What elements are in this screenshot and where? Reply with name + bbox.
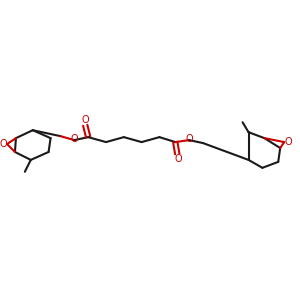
Text: O: O — [70, 134, 78, 144]
Text: O: O — [174, 154, 182, 164]
Text: O: O — [185, 134, 193, 144]
Text: O: O — [284, 137, 292, 147]
Text: O: O — [81, 115, 89, 125]
Text: O: O — [0, 139, 7, 149]
